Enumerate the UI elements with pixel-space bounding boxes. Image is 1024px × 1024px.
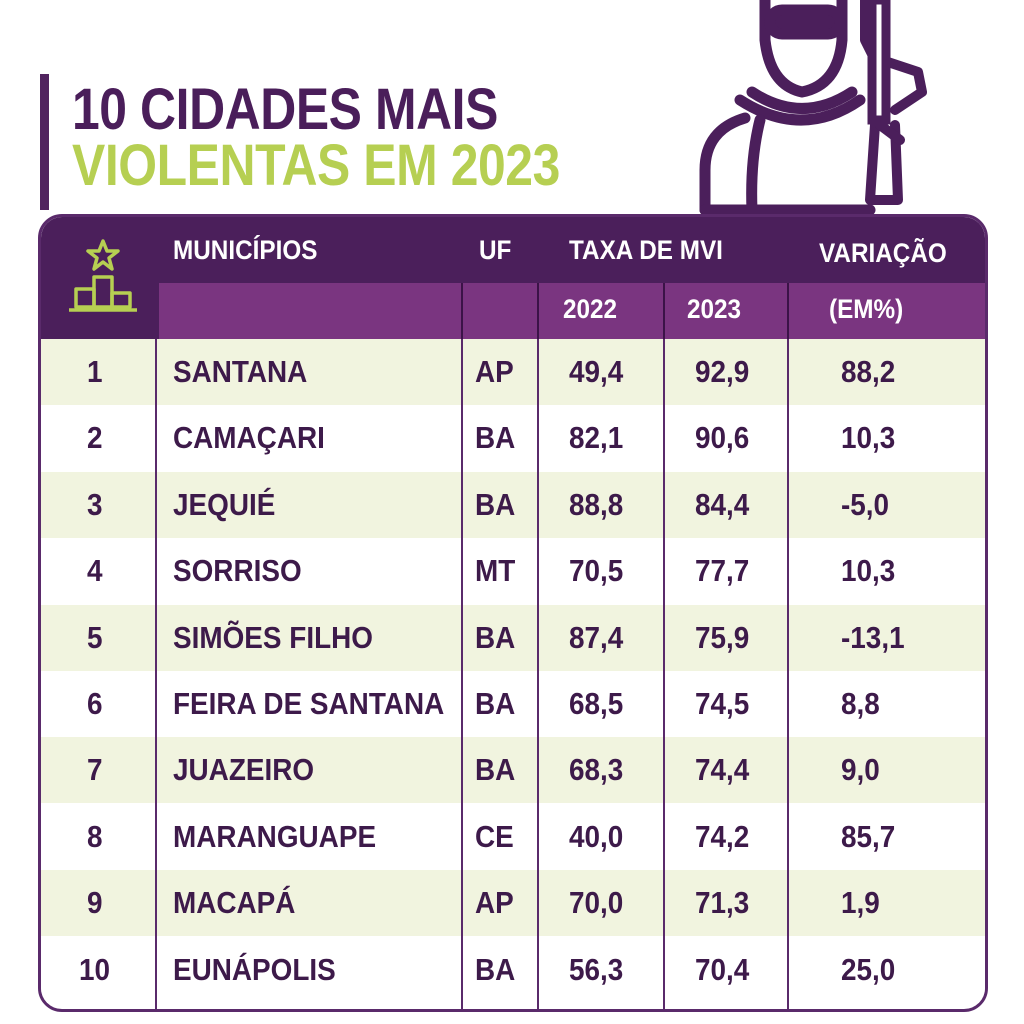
cell-2022: 56,3 <box>569 951 624 987</box>
cell-variacao: -13,1 <box>841 619 905 655</box>
header-variacao: VARIAÇÃO <box>819 238 947 268</box>
title-accent-bar <box>40 74 49 210</box>
header-uf: UF <box>479 235 512 265</box>
cell-variacao: 88,2 <box>841 354 896 389</box>
header-taxa: TAXA DE MVI <box>569 235 723 265</box>
column-divider <box>537 339 539 1009</box>
header-divider <box>461 283 463 339</box>
cell-2022: 68,5 <box>569 686 624 721</box>
cell-2022: 68,3 <box>569 752 624 788</box>
cell-rank: 1 <box>87 354 103 389</box>
cell-municipio: CAMAÇARI <box>173 420 325 456</box>
cell-2022: 88,8 <box>569 486 624 522</box>
cell-uf: BA <box>475 486 516 522</box>
cell-2023: 74,4 <box>695 752 750 788</box>
table-row: 6 FEIRA DE SANTANA BA 68,5 74,5 8,8 <box>41 671 985 737</box>
cell-uf: CE <box>475 818 514 854</box>
cell-municipio: JUAZEIRO <box>173 752 315 788</box>
header-divider <box>663 283 665 339</box>
table-row: 10 EUNÁPOLIS BA 56,3 70,4 25,0 <box>41 936 985 1003</box>
cell-uf: BA <box>475 752 516 788</box>
cell-rank: 3 <box>87 486 103 522</box>
table-header-top <box>41 217 985 283</box>
header-2022: 2022 <box>563 294 618 324</box>
column-divider <box>787 339 789 1009</box>
cell-rank: 2 <box>87 420 103 456</box>
table-row: 4 SORRISO MT 70,5 77,7 10,3 <box>41 538 985 605</box>
column-divider <box>663 339 665 1009</box>
cell-2023: 77,7 <box>695 553 750 589</box>
cell-municipio: JEQUIÉ <box>173 486 276 522</box>
header-divider <box>537 283 539 339</box>
header-2023: 2023 <box>687 294 742 324</box>
ranking-table: MUNICÍPIOS UF TAXA DE MVI VARIAÇÃO 2022 … <box>38 214 988 1012</box>
cell-rank: 9 <box>87 885 103 921</box>
cell-variacao: 85,7 <box>841 818 896 854</box>
header-divider <box>787 283 789 339</box>
cell-2022: 70,0 <box>569 885 624 921</box>
cell-uf: MT <box>475 553 516 589</box>
header-municipios: MUNICÍPIOS <box>173 235 318 265</box>
cell-2023: 74,2 <box>695 818 750 854</box>
table-row: 9 MACAPÁ AP 70,0 71,3 1,9 <box>41 870 985 937</box>
cell-uf: AP <box>475 354 514 389</box>
cell-rank: 4 <box>87 553 103 589</box>
cell-variacao: 8,8 <box>841 686 880 721</box>
cell-uf: BA <box>475 686 516 721</box>
table-row: 8 MARANGUAPE CE 40,0 74,2 85,7 <box>41 803 985 870</box>
cell-rank: 7 <box>87 752 103 788</box>
cell-variacao: 10,3 <box>841 420 896 456</box>
cell-2023: 75,9 <box>695 619 750 655</box>
table-row: 5 SIMÕES FILHO BA 87,4 75,9 -13,1 <box>41 604 985 671</box>
cell-uf: BA <box>475 951 516 987</box>
cell-municipio: MACAPÁ <box>173 885 296 921</box>
cell-2022: 87,4 <box>569 619 624 655</box>
masked-gunman-icon <box>699 0 927 215</box>
cell-rank: 10 <box>79 951 111 987</box>
cell-variacao: 10,3 <box>841 553 896 589</box>
cell-2023: 71,3 <box>695 885 750 921</box>
cell-municipio: SANTANA <box>173 354 308 389</box>
table-header-bottom <box>41 283 985 339</box>
cell-2023: 70,4 <box>695 951 750 987</box>
cell-2023: 92,9 <box>695 354 750 389</box>
cell-municipio: EUNÁPOLIS <box>173 951 336 987</box>
header-variacao-unit: (EM%) <box>829 294 904 324</box>
cell-municipio: SORRISO <box>173 553 302 589</box>
cell-uf: AP <box>475 885 514 921</box>
table-row: 2 CAMAÇARI BA 82,1 90,6 10,3 <box>41 405 985 472</box>
cell-variacao: 9,0 <box>841 752 880 788</box>
cell-2022: 82,1 <box>569 420 624 456</box>
cell-2023: 90,6 <box>695 420 750 456</box>
cell-rank: 5 <box>87 619 103 655</box>
cell-2022: 70,5 <box>569 553 624 589</box>
cell-rank: 8 <box>87 818 103 854</box>
cell-2023: 84,4 <box>695 486 750 522</box>
title-line-1: 10 CIDADES MAIS <box>72 77 498 142</box>
cell-variacao: 1,9 <box>841 885 880 921</box>
cell-uf: BA <box>475 619 516 655</box>
cell-rank: 6 <box>87 686 103 721</box>
cell-variacao: -5,0 <box>841 486 890 522</box>
table-row: 3 JEQUIÉ BA 88,8 84,4 -5,0 <box>41 471 985 538</box>
column-divider <box>155 339 157 1009</box>
cell-variacao: 25,0 <box>841 951 896 987</box>
cell-municipio: FEIRA DE SANTANA <box>173 686 445 721</box>
title-line-2: VIOLENTAS EM 2023 <box>72 133 560 198</box>
cell-2022: 40,0 <box>569 818 624 854</box>
table-row: 7 JUAZEIRO BA 68,3 74,4 9,0 <box>41 737 985 804</box>
cell-uf: BA <box>475 420 516 456</box>
page-title: 10 CIDADES MAIS VIOLENTAS EM 2023 <box>72 77 560 198</box>
cell-municipio: MARANGUAPE <box>173 818 377 854</box>
column-divider <box>461 339 463 1009</box>
cell-2023: 74,5 <box>695 686 750 721</box>
table-row: 1 SANTANA AP 49,4 92,9 88,2 <box>41 339 985 405</box>
podium-star-icon <box>69 239 137 312</box>
cell-municipio: SIMÕES FILHO <box>173 619 373 655</box>
cell-2022: 49,4 <box>569 354 624 389</box>
